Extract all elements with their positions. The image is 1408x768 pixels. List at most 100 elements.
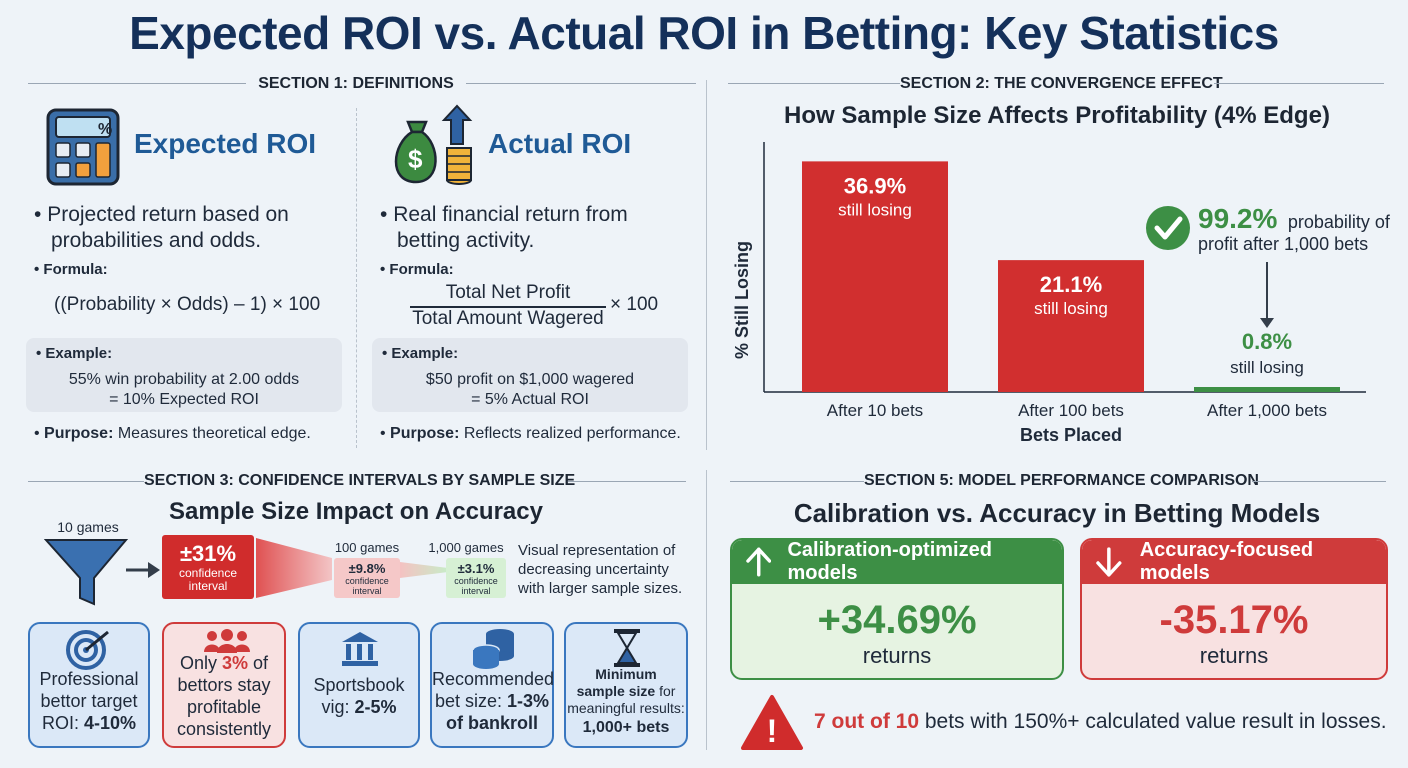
bar-3: [1194, 387, 1340, 392]
card-line: ROI:: [41, 713, 84, 733]
target-icon: [66, 630, 109, 670]
card-value: 2-5%: [354, 697, 397, 717]
purpose-label: Purpose:: [390, 425, 460, 442]
divider: [1214, 83, 1384, 84]
calculator-icon: %: [46, 108, 120, 186]
bar-value-label: 36.9%: [844, 173, 906, 198]
section3-subtitle: Sample Size Impact on Accuracy: [169, 498, 543, 525]
formula-denominator: Total Amount Wagered: [412, 308, 604, 329]
page-title: Expected ROI vs. Actual ROI in Betting: …: [129, 7, 1279, 59]
card-line: Only: [179, 653, 222, 673]
card-line: sample size: [576, 683, 656, 699]
calibration-value: +34.69%: [817, 598, 977, 642]
bar-value-label: 21.1%: [1040, 272, 1102, 297]
arrow-right-icon: [148, 562, 160, 578]
divider: [730, 481, 864, 482]
divider: [706, 80, 707, 450]
divider: [728, 83, 900, 84]
divider: [466, 83, 696, 84]
example-line: $50 profit on $1,000 wagered: [425, 371, 635, 388]
annotation: 99.2% probability of profit after 1,000 …: [1146, 203, 1391, 328]
ci-value: ±3.1%: [457, 561, 495, 576]
annotation-value: 99.2%: [1198, 203, 1277, 234]
purpose-label: Purpose:: [44, 425, 114, 442]
x-tick-label: After 1,000 bets: [1207, 401, 1327, 420]
card-value: 1,000+ bets: [582, 719, 670, 736]
note-line: with larger sample sizes.: [518, 580, 683, 597]
formula-numerator: Total Net Profit: [445, 282, 571, 303]
annotation-line2: profit after 1,000 bets: [1198, 234, 1368, 254]
card-line: consistently: [176, 719, 272, 739]
card-line: bettor target: [40, 691, 138, 711]
card-line: bettors stay: [177, 675, 271, 695]
card-line: Sportsbook: [313, 675, 405, 695]
warning-text: 7 out of 10 bets with 150%+ calculated v…: [814, 710, 1387, 734]
card-line: Recommended: [432, 669, 555, 689]
funnel-cone: [256, 538, 448, 598]
accuracy-value: -35.17%: [1159, 598, 1309, 642]
note-line: decreasing uncertainty: [518, 561, 669, 578]
stat-card-profitable-bettors: Only 3% of bettors stay profitable consi…: [162, 622, 286, 748]
stage2-games: 100 games: [334, 540, 400, 555]
arrow-down-icon: [1096, 547, 1122, 577]
example-label: • Example:: [36, 345, 113, 362]
funnel-icon: [44, 539, 160, 606]
bar-1: [802, 161, 948, 392]
card-value: 1-3%: [507, 691, 550, 711]
card-value: of bankroll: [445, 713, 538, 733]
stat-card-sportsbook-vig: Sportsbook vig: 2-5%: [298, 622, 420, 748]
ci-box-100: ±9.8% confidence interval: [334, 558, 400, 598]
bar-sub-label: still losing: [838, 200, 912, 219]
calibration-label: Calibration-optimized models: [787, 539, 992, 584]
section5-heading: SECTION 5: MODEL PERFORMANCE COMPARISON: [864, 472, 1259, 489]
stat-card-min-sample: Minimum sample size for meaningful resul…: [564, 622, 688, 748]
description-line: probabilities and odds.: [51, 229, 262, 252]
formula-label: • Formula:: [380, 261, 454, 278]
bank-icon: [342, 632, 378, 666]
ci-label: confidence: [454, 576, 498, 586]
actual-roi-title: Actual ROI: [488, 128, 632, 159]
accuracy-card: Accuracy-focused models -35.17% returns: [1080, 538, 1388, 680]
section3-heading: SECTION 3: CONFIDENCE INTERVALS BY SAMPL…: [144, 472, 576, 489]
users-icon: [204, 629, 250, 653]
expected-roi-description: • Projected return based on probabilitie…: [34, 202, 344, 254]
formula-label-text: Formula:: [389, 261, 454, 278]
card-line: meaningful results:: [567, 700, 685, 716]
ci-label: interval: [188, 579, 228, 593]
card-value: 4-10%: [83, 713, 137, 733]
annotation-line1: 99.2% probability of: [1198, 203, 1391, 234]
check-mark-icon: [1154, 216, 1183, 240]
bar-chart: % Still Losing Bets Placed 36.9% still lo…: [732, 142, 1391, 445]
example-label: • Example:: [382, 345, 459, 362]
divider: [1252, 481, 1386, 482]
y-axis-title: % Still Losing: [732, 241, 752, 359]
example-line: = 5% Actual ROI: [471, 391, 589, 408]
arrow-up-icon: [746, 547, 772, 577]
card-line: Minimum: [595, 666, 657, 682]
divider: [568, 481, 686, 482]
ci-box-1000: ±3.1% confidence interval: [446, 558, 506, 598]
divider: [356, 108, 357, 448]
calculator-symbol: %: [98, 121, 112, 138]
ci-label: interval: [461, 586, 491, 596]
card-line: Professional: [39, 669, 139, 689]
ci-label: confidence: [345, 576, 389, 586]
card-line: bet size:: [434, 691, 507, 711]
section5-subtitle: Calibration vs. Accuracy in Betting Mode…: [793, 498, 1321, 528]
divider: [28, 481, 144, 482]
example-label-text: Example:: [45, 345, 113, 362]
description-line: betting activity.: [397, 229, 535, 252]
warning-icon: !: [741, 695, 803, 750]
accuracy-banner: Accuracy-focused models: [1082, 540, 1386, 584]
note-line: Visual representation of: [518, 542, 676, 559]
warning-body: bets with 150%+ calculated value result …: [919, 710, 1387, 733]
formula-multiplier: × 100: [610, 294, 659, 315]
section1-heading: SECTION 1: DEFINITIONS: [258, 75, 454, 92]
hourglass-icon: [614, 629, 640, 667]
formula-label: • Formula:: [34, 261, 108, 278]
ci-label: confidence: [178, 566, 238, 580]
section2-heading: SECTION 2: THE CONVERGENCE EFFECT: [900, 75, 1223, 92]
stat-card-target-roi: Professional bettor target ROI: 4-10%: [28, 622, 150, 748]
actual-example-text: $50 profit on $1,000 wagered = 5% Actual…: [372, 370, 688, 410]
coins-icon: [472, 629, 514, 669]
